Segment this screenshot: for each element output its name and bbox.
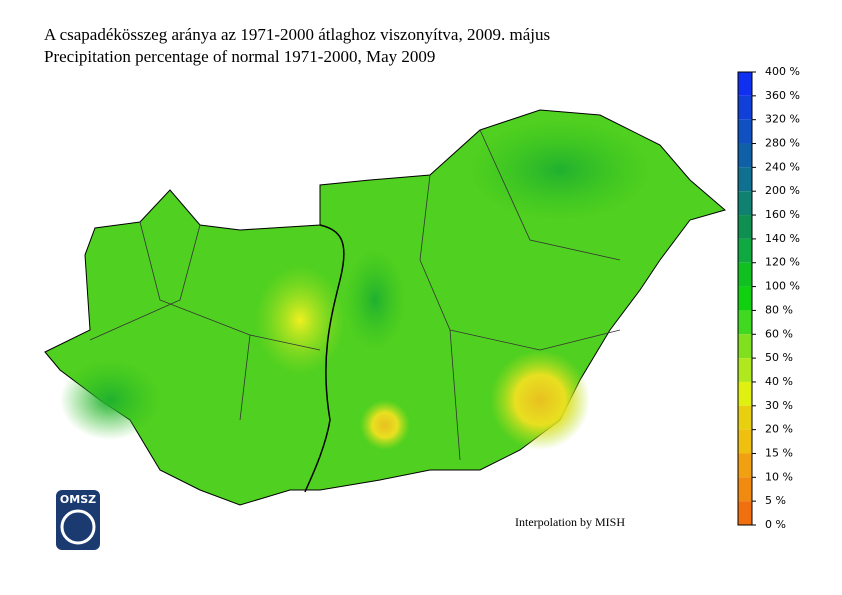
- legend-label: 100 %: [765, 280, 800, 293]
- legend-swatch: [738, 238, 752, 263]
- legend-label: 140 %: [765, 232, 800, 245]
- wet-area: [60, 360, 160, 440]
- legend-label: 30 %: [765, 399, 793, 412]
- legend-label: 400 %: [765, 65, 800, 78]
- legend-swatch: [738, 477, 752, 502]
- legend-label: 360 %: [765, 89, 800, 102]
- logo-badge: [56, 490, 100, 550]
- legend-swatch: [738, 95, 752, 120]
- legend-label: 5 %: [765, 494, 786, 507]
- legend-label: 280 %: [765, 137, 800, 150]
- legend-swatch: [738, 381, 752, 406]
- dry-area: [255, 265, 345, 375]
- legend-label: 160 %: [765, 208, 800, 221]
- legend-swatch: [738, 143, 752, 168]
- logo: OMSZ: [56, 490, 100, 550]
- credit: Interpolation by MISH: [515, 515, 625, 529]
- wet-area: [345, 250, 405, 350]
- legend-label: 60 %: [765, 327, 793, 340]
- map-title: A csapadékösszeg aránya az 1971-2000 átl…: [44, 25, 550, 44]
- legend-swatch: [738, 167, 752, 192]
- legend-swatch: [738, 358, 752, 382]
- legend-label: 50 %: [765, 351, 793, 364]
- county-border: [89, 129, 621, 461]
- map-subtitle: Precipitation percentage of normal 1971-…: [44, 47, 435, 66]
- legend-swatch: [738, 453, 752, 478]
- wet-area: [470, 120, 650, 220]
- legend-label: 200 %: [765, 184, 800, 197]
- legend-swatch: [738, 405, 752, 430]
- legend-label: 15 %: [765, 446, 793, 459]
- legend-label: 240 %: [765, 160, 800, 173]
- legend-swatch: [738, 310, 752, 335]
- legend-swatch: [738, 334, 752, 359]
- legend-swatch: [738, 191, 752, 216]
- legend-label: 20 %: [765, 423, 793, 436]
- river: [304, 224, 345, 493]
- legend-swatch: [738, 286, 752, 311]
- legend-label: 120 %: [765, 256, 800, 269]
- legend-label: 0 %: [765, 518, 786, 531]
- logo-text: OMSZ: [60, 493, 96, 506]
- legend-swatch: [738, 215, 752, 239]
- legend-label: 320 %: [765, 113, 800, 126]
- legend-swatch: [738, 72, 752, 96]
- legend-label: 10 %: [765, 470, 793, 483]
- legend-frame: [737, 71, 753, 526]
- dry-area: [360, 400, 410, 450]
- legend: 400 % 360 % 320 % 280 % 240 % 200 % 160 % 140 %…: [737, 65, 800, 531]
- legend-swatch: [738, 429, 752, 454]
- legend-label: 40 %: [765, 375, 793, 388]
- legend-swatch: [738, 262, 752, 287]
- dry-area: [490, 350, 590, 450]
- legend-label: 80 %: [765, 303, 793, 316]
- legend-swatch: [738, 119, 752, 144]
- legend-swatch: [738, 501, 752, 525]
- logo-swirl: [60, 509, 96, 545]
